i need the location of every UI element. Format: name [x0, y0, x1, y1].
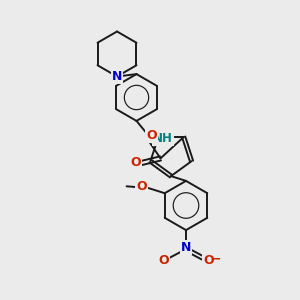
Text: O: O — [136, 180, 147, 193]
Text: N: N — [181, 241, 191, 254]
Text: O: O — [158, 254, 169, 267]
Text: N: N — [112, 70, 122, 83]
Text: NH: NH — [153, 132, 173, 146]
Text: −: − — [211, 252, 221, 266]
Text: O: O — [130, 156, 141, 170]
Text: O: O — [203, 254, 214, 267]
Text: O: O — [146, 129, 157, 142]
